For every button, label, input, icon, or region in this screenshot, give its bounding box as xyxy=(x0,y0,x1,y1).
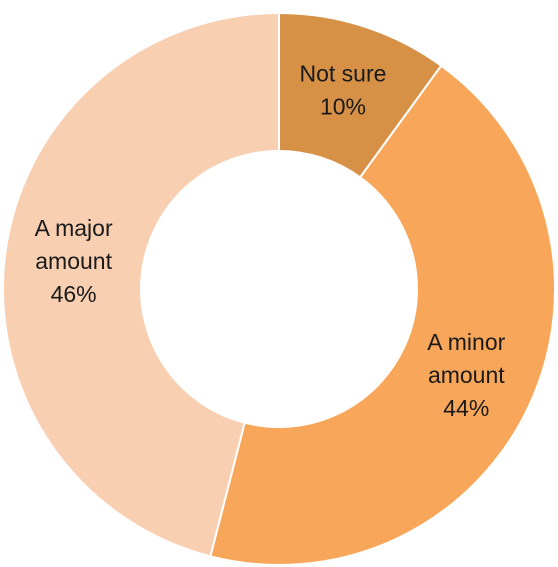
slice-label-line-0-0: Not sure xyxy=(299,61,386,87)
slice-percent-1: 44% xyxy=(443,395,489,421)
slice-label-1: A minor amount 44% xyxy=(427,329,505,421)
slice-label-line-1-0: A minor xyxy=(427,329,505,355)
slice-percent-0: 10% xyxy=(320,94,366,120)
slice-percent-2: 46% xyxy=(51,281,97,307)
donut-slice-1 xyxy=(209,64,556,566)
slice-label-0: Not sure 10% xyxy=(299,61,386,120)
slice-label-line-2-1: amount xyxy=(35,248,112,274)
slice-label-line-1-1: amount xyxy=(428,362,505,388)
slice-label-2: A major amount 46% xyxy=(35,215,113,307)
slice-label-line-2-0: A major xyxy=(35,215,113,241)
donut-slice-2 xyxy=(2,11,280,558)
